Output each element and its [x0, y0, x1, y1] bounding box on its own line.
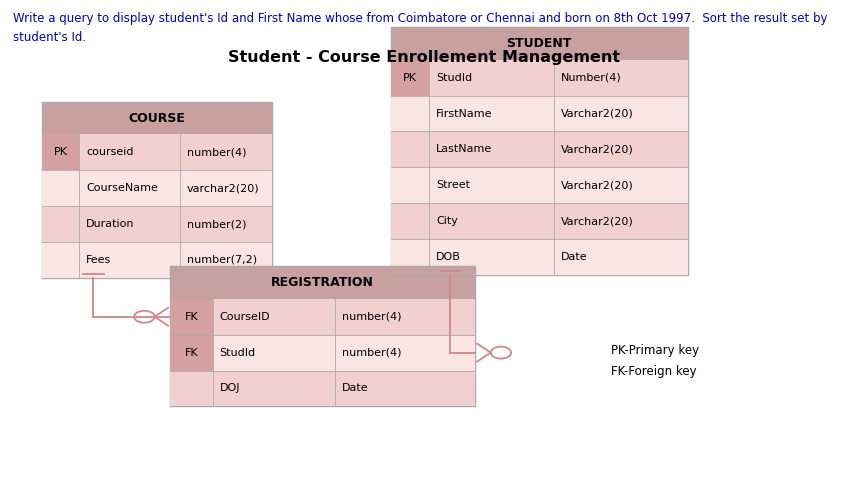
- Bar: [170, 371, 212, 406]
- Bar: [391, 167, 688, 203]
- Bar: [42, 134, 79, 170]
- Bar: [391, 239, 688, 275]
- Bar: [42, 102, 272, 134]
- Bar: [391, 203, 688, 239]
- Text: PK-Primary key
FK-Foreign key: PK-Primary key FK-Foreign key: [611, 344, 700, 377]
- Text: LastName: LastName: [436, 144, 492, 154]
- Text: FK: FK: [184, 312, 198, 322]
- Text: CourseName: CourseName: [86, 183, 158, 193]
- Text: StudId: StudId: [436, 73, 472, 83]
- Text: REGISTRATION: REGISTRATION: [271, 276, 374, 289]
- Text: varchar2(20): varchar2(20): [187, 183, 260, 193]
- Bar: [391, 96, 688, 131]
- Text: number(4): number(4): [187, 147, 246, 157]
- Bar: [42, 206, 79, 242]
- Text: number(2): number(2): [187, 219, 246, 229]
- Text: Varchar2(20): Varchar2(20): [561, 180, 633, 190]
- Bar: [391, 239, 430, 275]
- Text: Varchar2(20): Varchar2(20): [561, 216, 633, 226]
- Text: Number(4): Number(4): [561, 73, 621, 83]
- Text: Date: Date: [561, 252, 588, 262]
- Text: Street: Street: [436, 180, 470, 190]
- Bar: [170, 299, 475, 406]
- Text: courseid: courseid: [86, 147, 133, 157]
- Text: CourseID: CourseID: [219, 312, 270, 322]
- Text: Write a query to display student's Id and First Name whose from Coimbatore or Ch: Write a query to display student's Id an…: [13, 12, 827, 44]
- Bar: [391, 167, 430, 203]
- Bar: [391, 60, 688, 275]
- Bar: [42, 170, 79, 206]
- Text: number(4): number(4): [341, 312, 401, 322]
- Bar: [391, 60, 430, 96]
- Text: StudId: StudId: [219, 348, 256, 358]
- Bar: [391, 60, 688, 96]
- Text: FK: FK: [184, 348, 198, 358]
- Bar: [391, 96, 430, 131]
- Text: PK: PK: [53, 147, 68, 157]
- Text: Student - Course Enrollement Management: Student - Course Enrollement Management: [228, 50, 621, 65]
- Text: Varchar2(20): Varchar2(20): [561, 109, 633, 119]
- Text: PK: PK: [403, 73, 417, 83]
- Bar: [391, 131, 430, 167]
- Bar: [42, 242, 79, 278]
- Text: DOJ: DOJ: [219, 383, 240, 393]
- Bar: [42, 206, 272, 242]
- Bar: [42, 134, 272, 170]
- Text: number(7,2): number(7,2): [187, 255, 257, 265]
- Bar: [42, 242, 272, 278]
- Text: FirstName: FirstName: [436, 109, 492, 119]
- Bar: [391, 203, 430, 239]
- Text: Fees: Fees: [86, 255, 111, 265]
- Text: Duration: Duration: [86, 219, 134, 229]
- Bar: [170, 371, 475, 406]
- Bar: [42, 170, 272, 206]
- Bar: [170, 335, 475, 371]
- Text: City: City: [436, 216, 458, 226]
- Bar: [391, 131, 688, 167]
- Bar: [42, 134, 272, 278]
- Text: DOB: DOB: [436, 252, 461, 262]
- Bar: [170, 299, 212, 335]
- Text: Varchar2(20): Varchar2(20): [561, 144, 633, 154]
- Bar: [391, 27, 688, 60]
- Bar: [170, 299, 475, 335]
- Text: Date: Date: [341, 383, 368, 393]
- Text: STUDENT: STUDENT: [506, 37, 572, 50]
- Text: COURSE: COURSE: [129, 112, 185, 125]
- Text: number(4): number(4): [341, 348, 401, 358]
- Bar: [170, 335, 212, 371]
- Bar: [170, 266, 475, 299]
